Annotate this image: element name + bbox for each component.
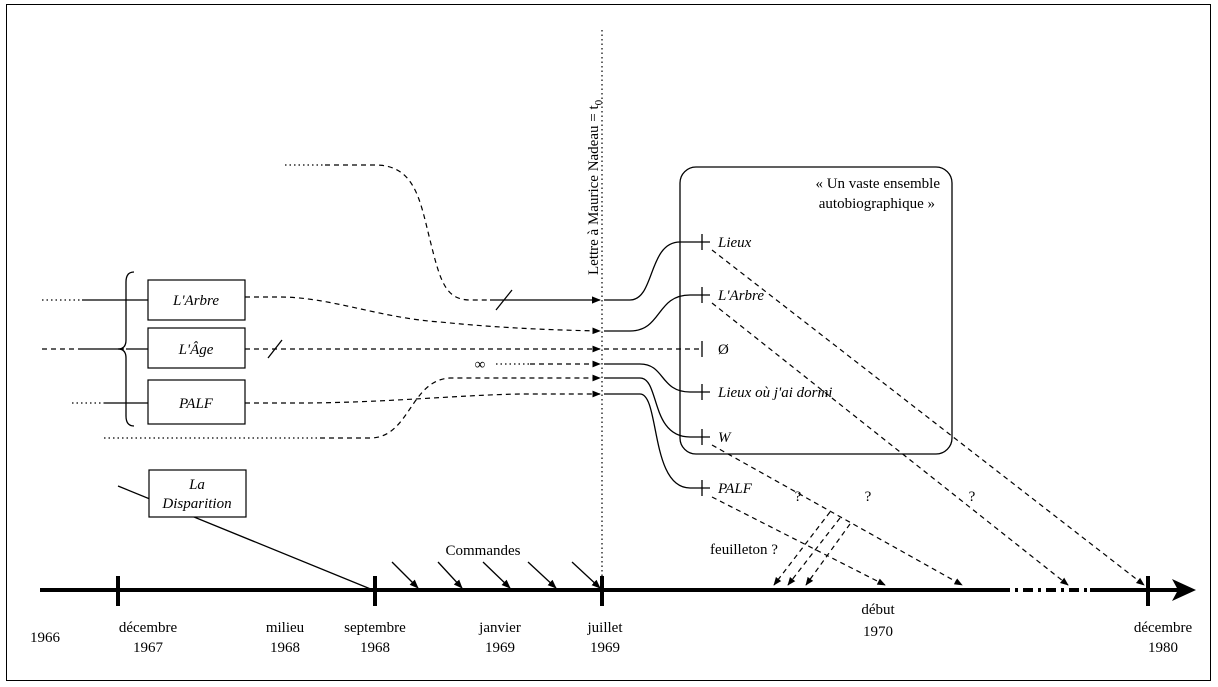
- tick-label-1970-l2: 1970: [863, 624, 893, 640]
- ensemble-title-l2: autobiographique »: [819, 196, 935, 212]
- disparition-label-l2: Disparition: [161, 496, 231, 512]
- ensemble-item-w: W: [718, 430, 732, 446]
- ensemble-item-lieux: Lieux: [717, 235, 752, 251]
- tick-label-1980-l1: décembre: [1134, 620, 1193, 636]
- projection-lines: [711, 249, 1145, 586]
- diagram-frame: [6, 4, 1211, 681]
- disparition-box: [148, 469, 247, 518]
- infinity-symbol: ∞: [475, 357, 486, 373]
- ensemble-item-lieux-dormi: Lieux où j'ai dormi: [717, 385, 832, 401]
- tick-label-1969l-l1: juillet: [587, 620, 624, 636]
- time-axis: [40, 576, 1196, 606]
- box-age-label: L'Âge: [178, 341, 214, 358]
- axis-arrowhead: [1172, 579, 1196, 601]
- outgoing-flows: [604, 234, 710, 496]
- incoming-flows: [104, 164, 601, 439]
- question-mark-3: ?: [969, 489, 976, 505]
- tick-label-1969j-l1: janvier: [478, 620, 521, 636]
- box-arbre-label: L'Arbre: [172, 293, 219, 309]
- left-brace: [117, 271, 135, 427]
- tick-label-1968m-l1: milieu: [266, 620, 305, 636]
- box-palf: [147, 379, 246, 425]
- tick-label-1969l-l2: 1969: [590, 640, 620, 656]
- disparition-label-l1: La: [188, 477, 205, 493]
- left-inputs: [42, 271, 148, 427]
- box-palf-label: PALF: [178, 396, 214, 412]
- question-mark-2: ?: [865, 489, 872, 505]
- ensemble-title-l1: « Un vaste ensemble: [815, 176, 940, 192]
- letter-label: Lettre à Maurice Nadeau = t0: [586, 99, 605, 275]
- tick-label-1967-l1: décembre: [119, 620, 178, 636]
- tick-label-1980-l2: 1980: [1148, 640, 1178, 656]
- commandes-label: Commandes: [446, 543, 521, 559]
- box-age: [147, 327, 246, 369]
- commandes-arrows: [391, 561, 601, 589]
- ensemble-item-palf: PALF: [717, 481, 753, 497]
- ensemble-item-empty: Ø: [718, 342, 729, 358]
- tick-label-1967-l2: 1967: [133, 640, 164, 656]
- box-arbre: [147, 279, 246, 321]
- tick-label-1966: 1966: [30, 630, 61, 646]
- tick-label-1968s-l2: 1968: [360, 640, 390, 656]
- question-mark-1: ?: [795, 489, 802, 505]
- tick-label-1969j-l2: 1969: [485, 640, 515, 656]
- tick-labels: 1966 décembre 1967 milieu 1968 septembre…: [30, 602, 1192, 656]
- ensemble-box: [679, 166, 953, 455]
- tick-label-1968m-l2: 1968: [270, 640, 300, 656]
- ensemble-item-arbre: L'Arbre: [717, 288, 764, 304]
- tick-label-1970-l1: début: [861, 602, 895, 618]
- tick-label-1968s-l1: septembre: [344, 620, 406, 636]
- feuilleton-label: feuilleton ?: [710, 542, 778, 558]
